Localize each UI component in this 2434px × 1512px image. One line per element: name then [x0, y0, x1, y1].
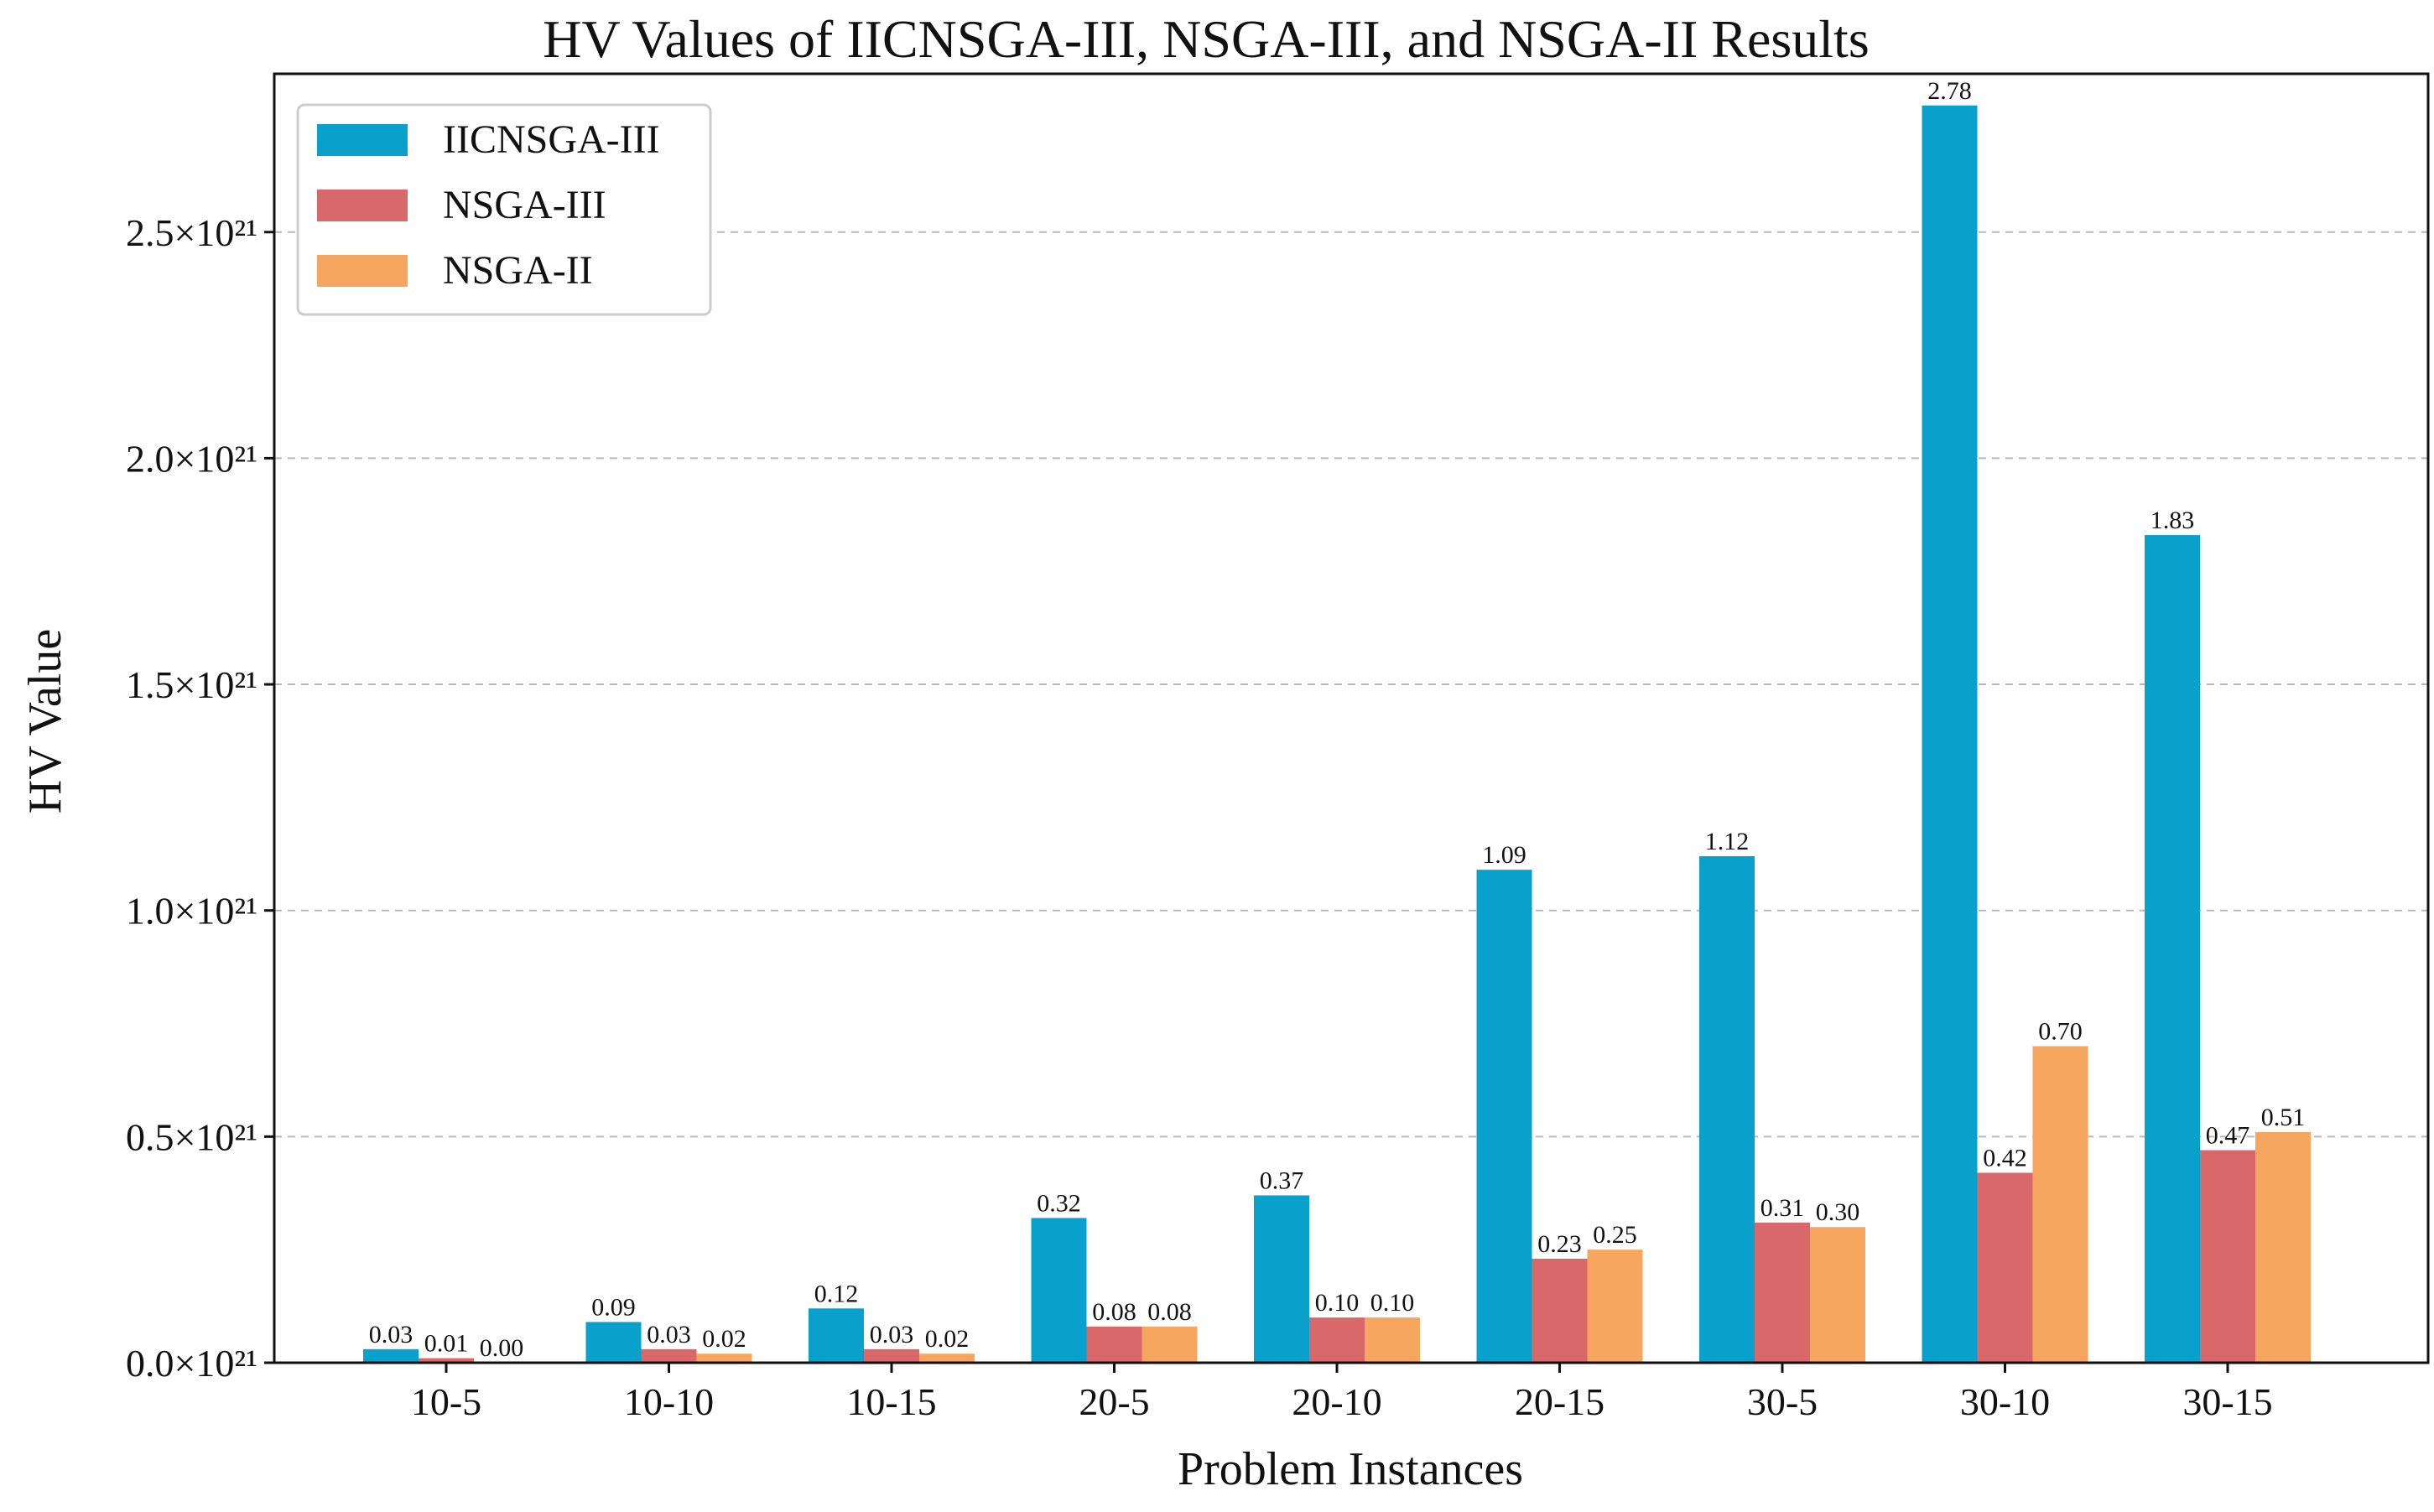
data-label: 0.10	[1315, 1289, 1360, 1317]
x-tick-label: 20-10	[1292, 1380, 1381, 1423]
data-labels: 0.03 0.01 0.00 0.09 0.03 0.02 0.12 0.03 0.02 0.32…	[369, 77, 2306, 1362]
data-label: 0.00	[480, 1334, 524, 1362]
bar-nsga-ii-20-5	[1142, 1326, 1198, 1363]
bar-nsga-iii-20-10	[1309, 1317, 1365, 1363]
x-tick-label: 10-5	[411, 1380, 481, 1423]
data-label: 0.32	[1037, 1189, 1081, 1217]
x-tick-label: 10-15	[846, 1380, 936, 1423]
x-tick-label: 30-15	[2182, 1380, 2272, 1423]
bar-nsga-iii-10-5	[419, 1358, 474, 1363]
data-label: 0.03	[870, 1321, 914, 1348]
data-label: 0.51	[2261, 1104, 2306, 1131]
y-axis: 0.0×10²¹ 0.5×10²¹ 1.0×10²¹ 1.5×10²¹ 2.0×10²¹…	[126, 211, 274, 1385]
gridlines	[274, 231, 2428, 1138]
legend: IICNSGA-III NSGA-III NSGA-II	[296, 103, 712, 316]
data-label: 0.08	[1092, 1298, 1136, 1326]
x-tick-label: 30-10	[1960, 1380, 2050, 1423]
legend-swatch-iicnsga-iii	[317, 124, 408, 156]
x-tick-label: 20-15	[1515, 1380, 1604, 1423]
data-label: 0.25	[1593, 1221, 1637, 1249]
bar-iicnsga-iii-10-5	[363, 1348, 419, 1363]
y-axis-label: HV Value	[19, 629, 71, 813]
x-axis: 10-5 10-10 10-15 20-5 20-10 20-15 30-5 30-10 30-…	[411, 1363, 2273, 1423]
y-tick-label: 1.5×10²¹	[126, 663, 257, 706]
bar-nsga-iii-10-10	[641, 1348, 697, 1363]
legend-label: IICNSGA-III	[443, 117, 660, 162]
x-axis-label: Problem Instances	[1178, 1443, 1523, 1495]
data-label: 1.09	[1482, 841, 1526, 869]
data-label: 0.03	[647, 1321, 691, 1348]
bar-nsga-iii-30-10	[1977, 1172, 2033, 1363]
data-label: 0.37	[1260, 1166, 1304, 1194]
x-tick-label: 30-5	[1747, 1380, 1818, 1423]
x-tick-label: 10-10	[624, 1380, 714, 1423]
chart-title: HV Values of IICNSGA-III, NSGA-III, and …	[543, 9, 1869, 69]
data-label: 0.70	[2038, 1017, 2083, 1045]
bar-nsga-ii-30-10	[2032, 1046, 2088, 1363]
data-label: 0.30	[1816, 1198, 1860, 1226]
legend-label: NSGA-III	[443, 183, 606, 227]
bar-nsga-ii-30-15	[2255, 1131, 2311, 1363]
bar-nsga-iii-10-15	[864, 1348, 919, 1363]
y-tick-label: 0.5×10²¹	[126, 1115, 257, 1158]
bar-nsga-iii-20-15	[1532, 1258, 1588, 1363]
y-tick-label: 2.5×10²¹	[126, 211, 257, 254]
data-label: 0.03	[369, 1321, 413, 1348]
data-label: 0.31	[1760, 1194, 1805, 1222]
bar-iicnsga-iii-10-15	[809, 1308, 864, 1363]
x-tick-label: 20-5	[1079, 1380, 1149, 1423]
legend-swatch-nsga-iii	[317, 190, 408, 221]
data-label: 0.23	[1537, 1230, 1582, 1258]
y-tick-label: 2.0×10²¹	[126, 437, 257, 480]
data-label: 0.01	[424, 1330, 469, 1358]
bar-nsga-ii-20-10	[1365, 1317, 1420, 1363]
data-label: 0.42	[1983, 1144, 2027, 1172]
bar-nsga-iii-30-15	[2200, 1150, 2255, 1363]
bar-nsga-ii-10-10	[696, 1354, 752, 1363]
bar-nsga-ii-10-15	[919, 1354, 975, 1363]
bar-nsga-ii-20-15	[1587, 1250, 1643, 1363]
bar-iicnsga-iii-10-10	[585, 1322, 642, 1363]
bar-iicnsga-iii-30-10	[1922, 105, 1978, 1364]
data-label: 1.12	[1705, 828, 1750, 855]
bar-iicnsga-iii-20-5	[1031, 1218, 1087, 1363]
data-label: 1.83	[2151, 507, 2195, 534]
y-tick-label: 1.0×10²¹	[126, 890, 257, 933]
bar-nsga-iii-20-5	[1086, 1326, 1142, 1363]
y-tick-label: 0.0×10²¹	[126, 1342, 257, 1385]
data-label: 2.78	[1927, 77, 1972, 105]
data-label: 0.47	[2206, 1122, 2250, 1150]
data-label: 0.12	[814, 1280, 859, 1307]
bars	[363, 105, 2311, 1364]
bar-iicnsga-iii-30-15	[2145, 535, 2200, 1363]
data-label: 0.10	[1370, 1289, 1415, 1317]
data-label: 0.08	[1147, 1298, 1192, 1326]
data-label: 0.02	[925, 1325, 970, 1353]
bar-iicnsga-iii-20-10	[1254, 1195, 1309, 1363]
data-label: 0.09	[591, 1293, 636, 1321]
data-label: 0.02	[702, 1325, 746, 1353]
plot-frame	[273, 72, 2430, 1364]
legend-swatch-nsga-ii	[317, 255, 408, 287]
bar-nsga-iii-30-5	[1755, 1222, 1810, 1363]
bar-iicnsga-iii-30-5	[1699, 855, 1755, 1363]
bar-nsga-ii-30-5	[1810, 1227, 1865, 1363]
legend-label: NSGA-II	[443, 248, 593, 293]
bar-iicnsga-iii-20-15	[1476, 870, 1532, 1363]
